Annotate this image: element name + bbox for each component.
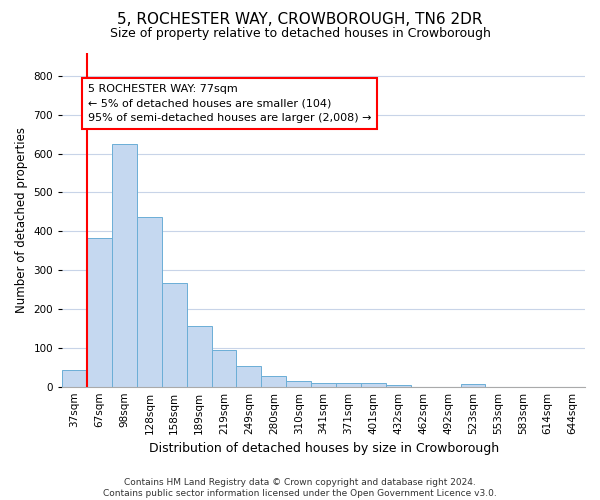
Bar [262,376,286,386]
Bar [311,383,336,386]
Bar [236,366,262,386]
Bar [386,384,411,386]
Bar [187,326,212,386]
Bar [286,381,311,386]
Text: 5 ROCHESTER WAY: 77sqm
← 5% of detached houses are smaller (104)
95% of semi-det: 5 ROCHESTER WAY: 77sqm ← 5% of detached … [88,84,371,123]
Y-axis label: Number of detached properties: Number of detached properties [15,126,28,312]
Bar [137,217,162,386]
Text: Size of property relative to detached houses in Crowborough: Size of property relative to detached ho… [110,28,490,40]
Bar [112,144,137,386]
Text: 5, ROCHESTER WAY, CROWBOROUGH, TN6 2DR: 5, ROCHESTER WAY, CROWBOROUGH, TN6 2DR [117,12,483,28]
Bar [361,383,386,386]
Bar [461,384,485,386]
Bar [212,350,236,387]
Bar [62,370,87,386]
Bar [87,238,112,386]
Text: Contains HM Land Registry data © Crown copyright and database right 2024.
Contai: Contains HM Land Registry data © Crown c… [103,478,497,498]
X-axis label: Distribution of detached houses by size in Crowborough: Distribution of detached houses by size … [149,442,499,455]
Bar [162,282,187,387]
Bar [336,383,361,386]
